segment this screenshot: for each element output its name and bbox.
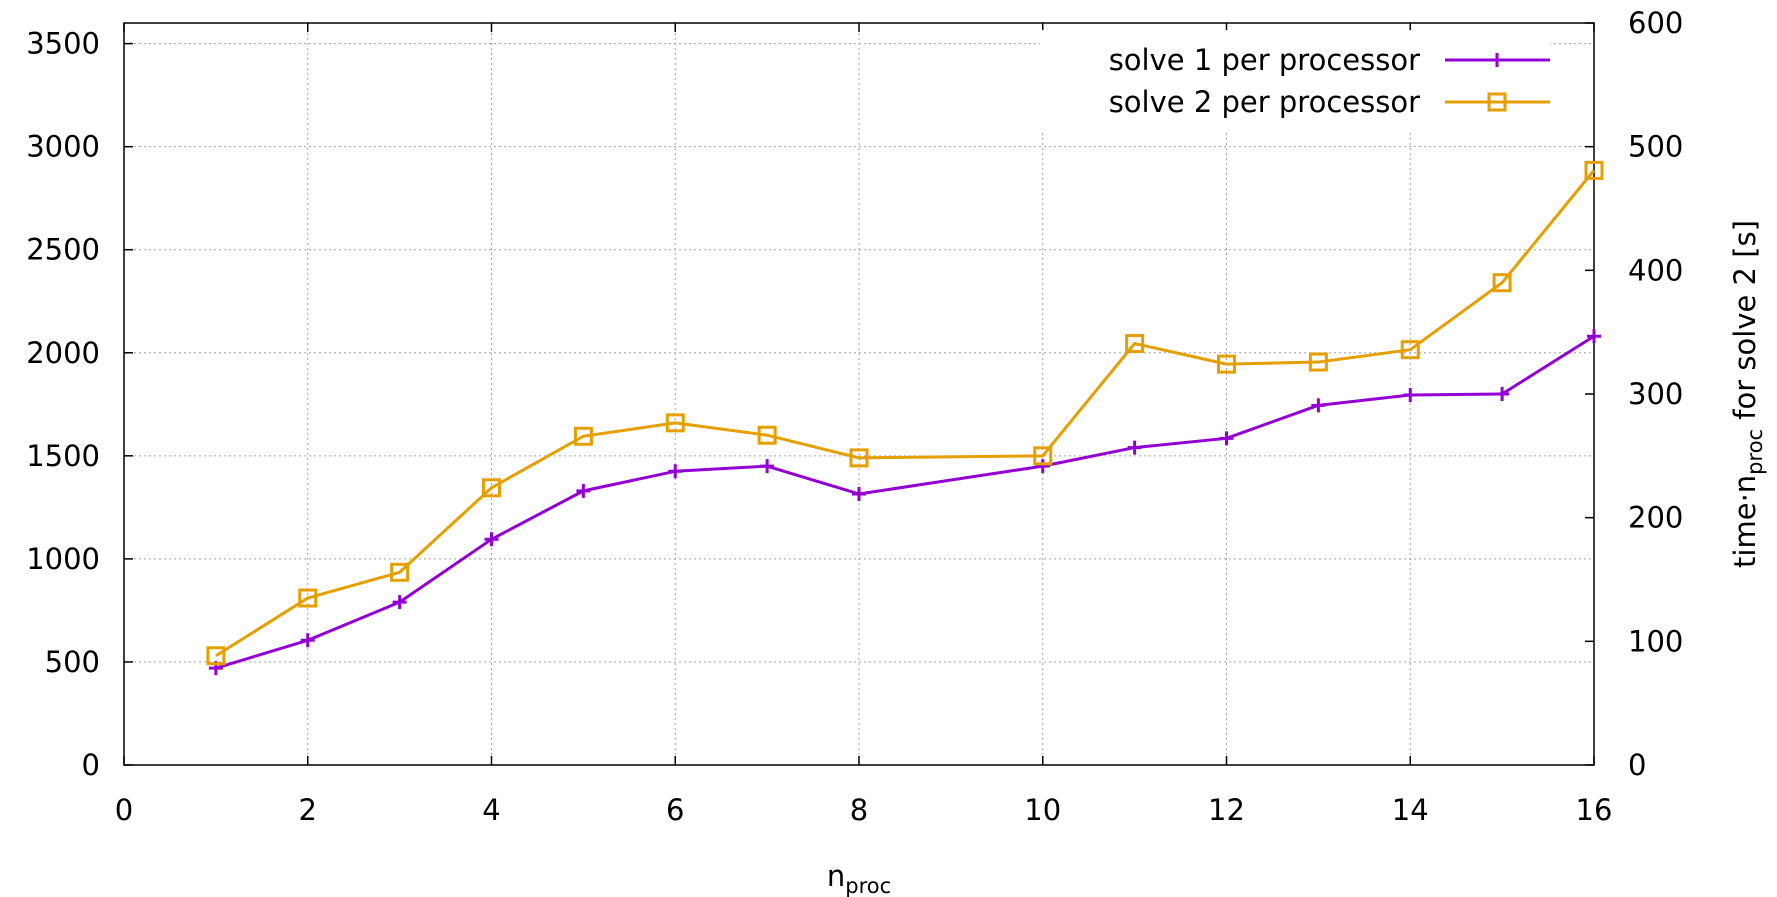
x-tick-label: 8 (850, 793, 868, 827)
x-tick-label: 12 (1208, 793, 1245, 827)
legend: solve 1 per processor solve 2 per process… (1040, 30, 1550, 130)
x-tick-label: 14 (1392, 793, 1429, 827)
data-point (300, 633, 315, 648)
data-point (1035, 459, 1050, 474)
legend-entry: solve 2 per processor (1109, 85, 1550, 119)
x-tick-label: 0 (115, 793, 133, 827)
data-point (392, 595, 407, 610)
data-point (757, 425, 777, 445)
x-axis-label: nproc (827, 859, 891, 897)
data-point (1495, 387, 1510, 401)
x-tick-labels: 0 2 4 6 8 10 12 14 16 (115, 793, 1613, 827)
x-tick-label: 10 (1024, 793, 1061, 827)
y2-tick-label: 200 (1628, 501, 1683, 535)
data-point (576, 483, 591, 498)
y2-tick-label: 400 (1628, 253, 1683, 287)
data-point (1125, 334, 1145, 354)
series-layer (206, 160, 1604, 676)
y2-tick-labels: 0 100 200 300 400 500 600 (1628, 6, 1683, 782)
data-point (1403, 388, 1418, 403)
y-tick-label: 0 (82, 748, 100, 782)
legend-background (1040, 30, 1550, 130)
series-1 (208, 329, 1601, 676)
y-tick-labels: 0 500 1000 1500 2000 2500 3000 3500 (26, 27, 100, 782)
data-point (852, 486, 866, 501)
data-point (298, 588, 318, 608)
data-point (482, 478, 501, 498)
data-point (1584, 160, 1604, 180)
data-point (390, 562, 410, 582)
legend-entry: solve 1 per processor (1109, 43, 1550, 77)
data-point (668, 464, 683, 479)
data-point (1311, 398, 1326, 413)
data-point (849, 448, 869, 468)
x-tick-label: 16 (1576, 793, 1613, 827)
y-tick-label: 1500 (26, 439, 100, 473)
y-tick-label: 3000 (26, 130, 100, 164)
y2-tick-label: 0 (1628, 748, 1646, 782)
y2-tick-label: 600 (1628, 6, 1683, 40)
data-point (665, 413, 685, 433)
data-point (1308, 352, 1328, 372)
series-line (215, 335, 1595, 670)
y-tick-label: 2500 (26, 233, 100, 267)
grid-layer (124, 23, 1594, 765)
data-point (1033, 446, 1053, 466)
y2-tick-label: 300 (1628, 377, 1683, 411)
series-2 (206, 160, 1604, 666)
legend-marker (1487, 92, 1507, 112)
y-tick-label: 500 (45, 645, 100, 679)
x-tick-label: 2 (299, 793, 317, 827)
data-point (573, 426, 593, 446)
data-point (1400, 340, 1420, 360)
data-point (1217, 354, 1236, 374)
data-point (1127, 440, 1142, 455)
legend-label: solve 1 per processor (1109, 43, 1420, 77)
y2-axis-label: time·nproc for solve 2 [s] (1728, 220, 1767, 568)
series-line (215, 169, 1596, 658)
data-point (1587, 329, 1601, 344)
data-point (1219, 431, 1234, 446)
data-point (206, 646, 226, 666)
legend-marker (1490, 53, 1504, 67)
x-tick-label: 6 (666, 793, 684, 827)
data-point (484, 532, 499, 547)
y-tick-label: 3500 (26, 27, 100, 61)
legend-label: solve 2 per processor (1109, 85, 1420, 119)
y2-tick-label: 100 (1628, 624, 1683, 658)
data-point (760, 459, 775, 474)
y-tick-label: 2000 (26, 336, 100, 370)
y2-tick-label: 500 (1628, 130, 1683, 164)
x-tick-label: 4 (482, 793, 500, 827)
y-tick-label: 1000 (26, 542, 100, 576)
data-point (1492, 273, 1512, 293)
